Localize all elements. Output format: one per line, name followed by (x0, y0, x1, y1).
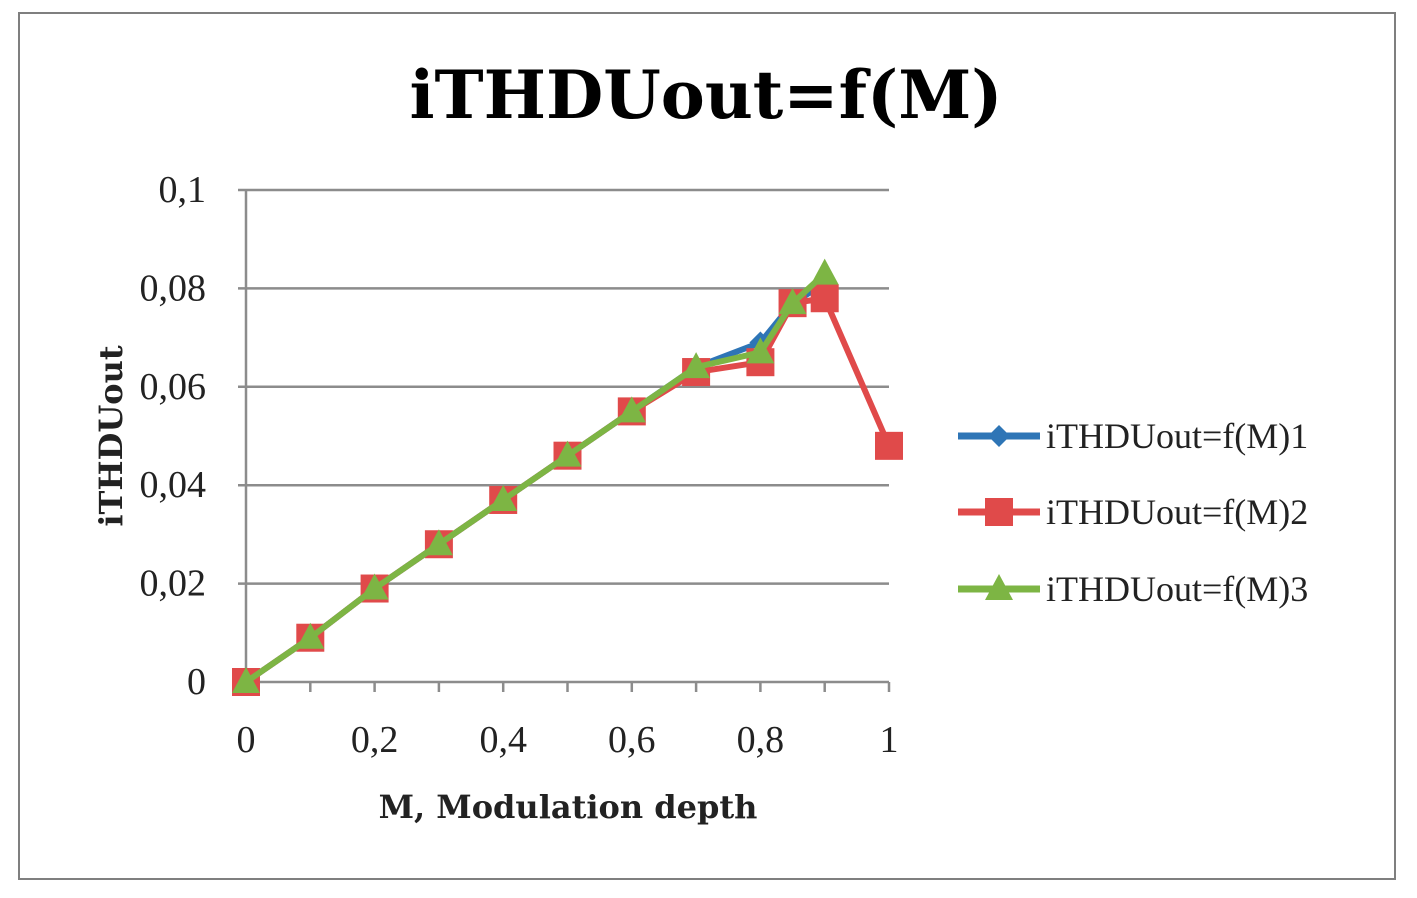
legend-marker (985, 574, 1013, 600)
series-2 (232, 284, 903, 696)
series-line (244, 295, 892, 685)
chart-title: iTHDUout=f(M) (409, 56, 1002, 134)
y-tick-label: 0,02 (140, 563, 207, 605)
legend-item: iTHDUout=f(M)2 (958, 492, 1308, 532)
y-tick-label: 0,08 (140, 267, 207, 309)
legend-item: iTHDUout=f(M)1 (958, 416, 1308, 456)
data-point (424, 529, 453, 556)
x-axis-title: M, Modulation depth (379, 788, 758, 826)
data-point (746, 337, 775, 364)
x-tick-label: 0 (237, 719, 256, 761)
data-point (682, 352, 711, 379)
y-tick-label: 0,04 (140, 464, 207, 506)
axes: 0 0,02 0,04 0,06 0,08 0,1 0 0,2 0,4 0,6 0,8 1 (140, 169, 899, 761)
x-tick-label: 0,6 (608, 719, 656, 761)
data-point (875, 431, 903, 460)
legend-label: iTHDUout=f(M)2 (1046, 492, 1308, 532)
data-point (617, 396, 646, 423)
x-tick-label: 0,4 (479, 719, 527, 761)
legend-marker (985, 498, 1013, 526)
x-tick-label: 0,2 (351, 719, 399, 761)
legend-label: iTHDUout=f(M)1 (1046, 416, 1308, 456)
legend-marker (988, 425, 1010, 447)
series-line (244, 271, 827, 685)
x-tick-label: 0,8 (737, 719, 785, 761)
x-tick-label: 1 (880, 719, 899, 761)
chart-frame (18, 12, 1396, 880)
data-point (296, 622, 325, 649)
y-tick-label: 0 (187, 661, 206, 703)
y-tick-label: 0,06 (140, 366, 207, 408)
legend: iTHDUout=f(M)1 iTHDUout=f(M)2 iTHDUout=f(M… (958, 416, 1308, 609)
series-3 (232, 258, 839, 693)
y-tick-label: 0,1 (159, 169, 207, 211)
data-point (232, 667, 260, 693)
y-axis-title: iTHDUout (92, 345, 130, 526)
data-point (553, 440, 582, 467)
data-point (489, 484, 518, 511)
data-point (810, 284, 839, 313)
legend-label: iTHDUout=f(M)3 (1046, 569, 1308, 609)
legend-item: iTHDUout=f(M)3 (958, 569, 1308, 609)
gridlines (238, 188, 889, 585)
data-point (360, 573, 389, 600)
data-point (810, 258, 839, 285)
series-group (232, 258, 903, 696)
data-point (778, 288, 807, 315)
